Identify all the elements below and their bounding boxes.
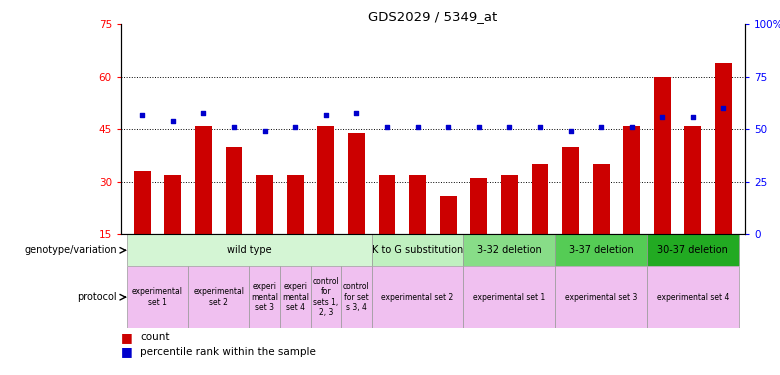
Point [258,129,271,135]
Text: experimental set 3: experimental set 3 [565,292,637,302]
Text: experi
mental
set 3: experi mental set 3 [251,282,278,312]
Text: protocol: protocol [77,292,117,302]
Bar [715,63,732,234]
Text: control
for set
s 3, 4: control for set s 3, 4 [343,282,370,312]
Text: ■: ■ [121,330,133,344]
Text: wild type: wild type [227,245,271,255]
Bar [470,178,488,234]
Bar [127,266,188,328]
Point [320,112,332,118]
Text: 3-37 deletion: 3-37 deletion [569,245,633,255]
Point [473,124,485,130]
Text: genotype/variation: genotype/variation [24,245,117,255]
Bar [440,196,456,234]
Bar [195,126,212,234]
Text: control
for
sets 1,
2, 3: control for sets 1, 2, 3 [313,277,339,317]
Bar [188,266,250,328]
Text: 3-32 deletion: 3-32 deletion [477,245,542,255]
Bar [287,175,303,234]
Point [718,105,730,111]
Bar [593,164,609,234]
Bar [341,266,372,328]
Point [626,124,638,130]
Bar [127,234,372,266]
Bar [647,266,739,328]
Text: K to G substitution: K to G substitution [372,245,463,255]
Bar [257,175,273,234]
Point [564,129,576,135]
Bar [555,234,647,266]
Bar [134,171,151,234]
Bar [372,234,463,266]
Text: percentile rank within the sample: percentile rank within the sample [140,347,316,357]
Bar [562,147,579,234]
Point [381,124,393,130]
Point [136,112,148,118]
Text: count: count [140,332,170,342]
Bar [372,266,463,328]
Bar [501,175,518,234]
Bar [348,133,365,234]
Bar [410,175,426,234]
Point [167,118,179,124]
Text: ■: ■ [121,345,133,358]
Text: experimental set 2: experimental set 2 [381,292,454,302]
Point [686,114,699,120]
Bar [280,266,310,328]
Text: experimental set 4: experimental set 4 [657,292,729,302]
Bar [647,234,739,266]
Point [289,124,302,130]
Point [350,110,363,116]
Point [411,124,424,130]
Point [534,124,546,130]
Text: experimental
set 2: experimental set 2 [193,288,244,307]
Point [228,124,240,130]
Text: experimental
set 1: experimental set 1 [132,288,183,307]
Point [656,114,668,120]
Text: experi
mental
set 4: experi mental set 4 [282,282,309,312]
Point [442,124,455,130]
Text: 30-37 deletion: 30-37 deletion [658,245,729,255]
Bar [654,77,671,234]
Bar [463,234,555,266]
Text: experimental set 1: experimental set 1 [473,292,545,302]
Bar [225,147,243,234]
Bar [531,164,548,234]
Point [197,110,210,116]
Point [595,124,608,130]
Bar [165,175,181,234]
Bar [250,266,280,328]
Bar [317,126,335,234]
Bar [555,266,647,328]
Bar [463,266,555,328]
Point [503,124,516,130]
Bar [378,175,395,234]
Title: GDS2029 / 5349_at: GDS2029 / 5349_at [368,10,498,23]
Bar [310,266,341,328]
Bar [685,126,701,234]
Bar [623,126,640,234]
